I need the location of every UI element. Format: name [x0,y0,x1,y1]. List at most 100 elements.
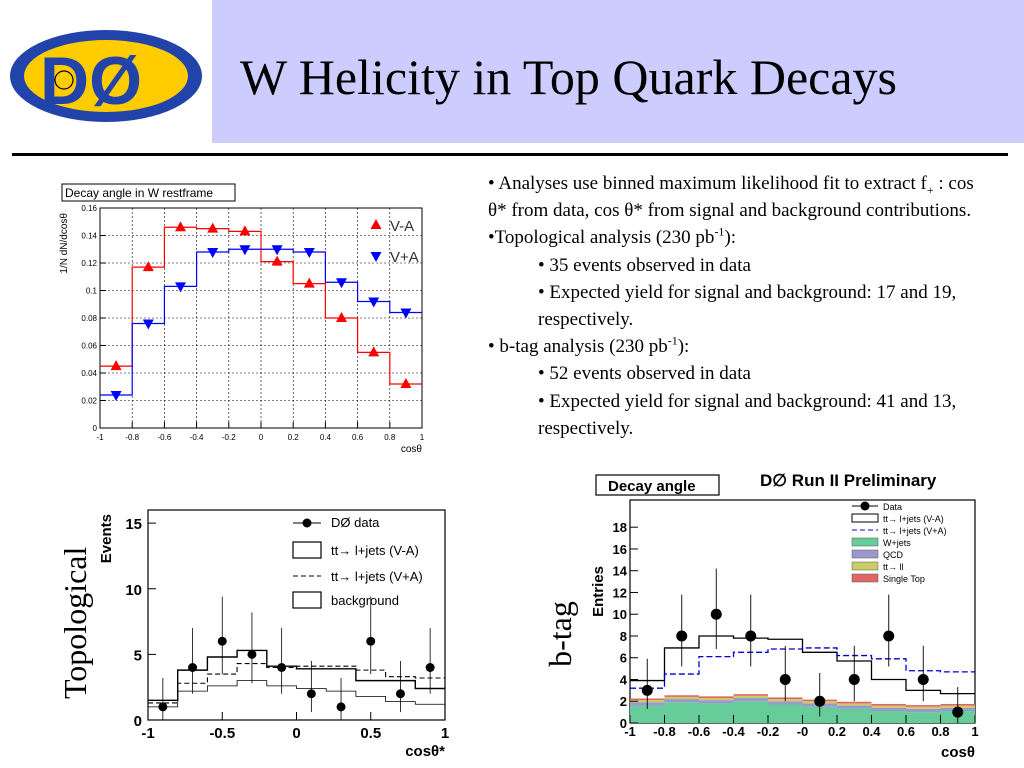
bullet-1: • Analyses use binned maximum likelihood… [488,173,974,222]
chart1-y-tick-label: 0.08 [81,314,97,323]
chart3-legend-label: tt→ l+jets (V+A) [883,526,947,536]
chart2-data-point [425,663,435,672]
chart3-data-point [745,630,757,642]
chart3-legend-label: tt→ l+jets (V-A) [883,514,944,524]
chart3-y-axis-label: Entries [590,566,607,617]
chart3-y-tick-label: 16 [613,542,627,557]
chart2-plot-frame [147,509,446,721]
chart3-stack-bar [837,705,872,709]
chart3-x-axis-label: cosθ [941,744,975,761]
chart3-data-point [917,673,929,685]
chart1-y-tick-label: 0 [93,424,98,433]
chart1-x-tick-label: 0 [259,433,264,442]
chart1-data-point [239,225,251,236]
chart3-stack-bar [837,708,872,723]
chart2-legend-swatch [292,541,322,559]
btag-chart: Decay angle D∅ Run II Preliminary -1 -0.8 -0… [590,471,979,761]
chart1-data-point [110,391,122,401]
chart3-legend-label: tt→ ll [883,562,904,572]
chart2-legend-label: tt→ l+jets (V+A) [331,569,423,584]
chart1-x-tick-label: 0.4 [320,433,332,442]
logo-area: DØ [0,0,212,143]
chart3-x-tick-label: -1 [624,724,636,739]
chart1-data-point [368,297,380,308]
chart1-series-line [100,248,422,396]
chart3-legend-label: Single Top [883,574,925,584]
chart1-x-tick-label: -0.2 [222,433,236,442]
chart2-y-tick-label: 5 [134,647,142,664]
topological-label: Topological [57,546,93,699]
chart1-y-tick-label: 0.14 [81,232,97,241]
chart3-stack-bar [630,705,665,723]
chart3-data-point [848,673,860,685]
chart2-legend-swatch [292,591,322,609]
chart2-data-point [395,689,405,699]
chart2-y-axis-label: Events [98,514,115,563]
chart3-stack-bar [837,701,872,704]
chart3-stack-bar [664,695,699,697]
chart1-y-tick-label: 0.06 [81,342,97,351]
chart3-x-tick-label: -0.6 [688,724,710,739]
chart3-stack-bar [768,701,803,705]
chart1-data-point [142,319,154,330]
chart2-y-tick-label: 0 [134,713,142,730]
chart1-y-tick-label: 0.16 [81,204,97,213]
chart1-data-point [400,378,412,388]
chart1-data-point [336,312,347,322]
chart1-x-tick-label: 1 [420,433,425,442]
chart2-data-point [158,702,168,712]
chart3-legend-swatch [851,549,879,559]
chart3-y-tick-label: 18 [613,520,627,535]
chart3-x-tick-label: -0.8 [653,724,675,739]
bullet-2-item-2: • Expected yield for signal and backgrou… [538,281,957,331]
bullet-list: • Analyses use binned maximum likelihood… [488,170,988,442]
chart3-y-tick-label: 4 [620,672,628,687]
chart3-plot-frame [629,499,976,724]
chart2-data-point [366,636,376,646]
decay-angle-chart: Decay angle in W restframe -1 -0.8 -0.6 -0.4… [59,183,425,455]
chart3-stack-bar [664,699,699,703]
chart2-legend-label: tt→ l+jets (V-A) [331,543,419,558]
chart3-legend-data-marker [860,501,870,511]
chart2-data-point [247,649,257,659]
chart2-data-point [277,663,287,672]
chart3-stack-bar [906,705,941,707]
chart2-y-tick-label: 10 [125,582,142,599]
chart2-data-point [217,636,227,646]
title-background [212,0,1024,143]
chart3-x-tick-label: 0.2 [828,724,846,739]
chart1-legend-label: V+A [390,249,419,266]
chart1-title-box [61,183,236,202]
chart2-x-tick-label: 0 [292,725,300,742]
chart1-legend-label: V-A [390,218,414,235]
chart1-data-point [303,277,315,288]
chart3-data-point [779,673,791,685]
chart3-y-tick-label: 12 [613,585,627,600]
chart3-y-tick-label: 2 [620,694,627,709]
chart3-y-tick-label: 14 [613,564,628,579]
chart3-stack-bar [664,696,699,700]
chart3-x-tick-label: 0.6 [897,724,915,739]
chart3-title-box [595,474,720,496]
chart2-x-axis-label: cosθ* [405,743,445,760]
logo-text: DØ [40,43,142,119]
chart3-data-point [710,608,722,620]
chart3-stack-bar [768,704,803,723]
chart1-series-line [100,226,422,385]
chart1-x-tick-label: -0.8 [125,433,139,442]
chart1-data-point [271,255,283,266]
bullet-2-item-1: • 35 events observed in data [538,254,751,276]
chart1-data-point [207,248,219,258]
chart2-legend-data-marker [302,518,312,528]
chart1-data-point [110,360,122,371]
chart3-legend-swatch [851,573,879,583]
chart2-x-tick-label: 0.5 [360,725,381,742]
chart1-legend-marker [370,252,382,262]
chart3-stack-bar [699,700,734,704]
chart2-data-point [188,663,198,672]
slide-title: W Helicity in Top Quark Decays [240,49,897,105]
chart3-stack-bar [699,696,734,698]
chart3-series-line [630,635,975,695]
chart3-y-tick-label: 8 [620,629,627,644]
chart3-y-tick-label: 6 [620,651,627,666]
